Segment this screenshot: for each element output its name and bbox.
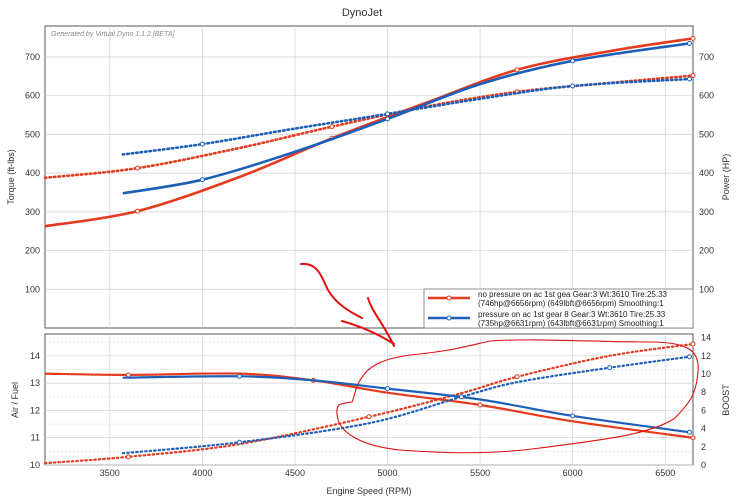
blue-torque-marker bbox=[686, 76, 692, 82]
power-tick-label: 300 bbox=[699, 207, 714, 217]
rpm-tick-label: 6000 bbox=[563, 468, 583, 478]
boost-tick-label: 4 bbox=[701, 424, 706, 434]
blue-boost-marker bbox=[236, 439, 242, 445]
rpm-tick-label: 4500 bbox=[285, 468, 305, 478]
boost-tick-label: 2 bbox=[701, 442, 706, 452]
top-tick-labels: 100 100 200 200 300 300 400 400 500 500 600 600 700 7… bbox=[25, 52, 714, 294]
blue-torque-marker bbox=[570, 83, 576, 89]
bottom-plot-area bbox=[44, 333, 694, 466]
red-afr-marker bbox=[125, 372, 131, 378]
torque-tick-label: 700 bbox=[25, 52, 40, 62]
rpm-tick-label: 6500 bbox=[655, 468, 675, 478]
boost-tick-label: 12 bbox=[701, 351, 711, 361]
blue-afr-marker bbox=[686, 429, 692, 435]
rpm-tick-label: 5500 bbox=[470, 468, 490, 478]
torque-axis-label: Torque (ft-lbs) bbox=[6, 149, 16, 205]
power-axis-label: Power (HP) bbox=[721, 154, 731, 201]
top-plot-area bbox=[44, 25, 694, 329]
x-tick-labels: 3500 4000 4500 5000 5500 6000 6500 bbox=[100, 468, 675, 478]
x-axis-label: Engine Speed (RPM) bbox=[326, 486, 411, 496]
bottom-series bbox=[43, 341, 696, 465]
torque-tick-label: 500 bbox=[25, 129, 40, 139]
red-afr-line bbox=[44, 372, 694, 439]
afr-tick-label: 13 bbox=[30, 378, 40, 388]
afr-tick-label: 12 bbox=[30, 405, 40, 415]
blue-power-marker bbox=[570, 58, 576, 64]
blue-afr-marker bbox=[570, 413, 576, 419]
blue-boost-marker bbox=[686, 354, 692, 360]
rpm-tick-label: 4000 bbox=[192, 468, 212, 478]
legend-box bbox=[423, 288, 694, 329]
power-tick-label: 500 bbox=[699, 129, 714, 139]
blue-power-marker bbox=[686, 40, 692, 46]
legend: no pressure on ac 1st gea Gear:3 Wt:3610… bbox=[423, 288, 694, 329]
power-tick-label: 700 bbox=[699, 52, 714, 62]
torque-tick-label: 300 bbox=[25, 207, 40, 217]
red-afr-marker bbox=[690, 435, 696, 441]
chart-title: DynoJet bbox=[342, 7, 382, 19]
rpm-tick-label: 5000 bbox=[377, 468, 397, 478]
power-tick-label: 400 bbox=[699, 168, 714, 178]
torque-tick-label: 200 bbox=[25, 246, 40, 256]
torque-tick-label: 100 bbox=[25, 284, 40, 294]
boost-tick-label: 0 bbox=[701, 460, 706, 470]
red-legend-marker bbox=[446, 295, 452, 301]
blue-torque-marker bbox=[199, 141, 205, 147]
red-torque-marker bbox=[329, 124, 335, 130]
blue-torque-marker bbox=[385, 111, 391, 117]
power-tick-label: 200 bbox=[699, 246, 714, 256]
red-torque-marker bbox=[690, 73, 696, 79]
blue-legend-label: pressure on ac 1st gear 8 Gear:3 Wt:3610… bbox=[478, 310, 666, 319]
blue-power-marker bbox=[385, 116, 391, 122]
afr-tick-label: 10 bbox=[30, 460, 40, 470]
red-boost-marker bbox=[366, 414, 372, 420]
red-power-marker bbox=[135, 208, 141, 214]
red-torque-marker bbox=[135, 165, 141, 171]
torque-tick-label: 400 bbox=[25, 168, 40, 178]
blue-power-marker bbox=[199, 177, 205, 183]
hand-drawn-arrow bbox=[300, 262, 395, 347]
boost-tick-label: 8 bbox=[701, 387, 706, 397]
red-power-marker bbox=[514, 67, 520, 73]
red-afr-marker bbox=[477, 402, 483, 408]
red-boost-marker bbox=[690, 341, 696, 347]
red-boost-line bbox=[43, 342, 695, 465]
blue-boost-marker bbox=[607, 365, 613, 371]
afr-tick-label: 14 bbox=[30, 351, 40, 361]
bottom-tick-labels: 10 11 12 13 14 0 2 4 6 8 10 12 14 bbox=[30, 333, 711, 470]
boost-tick-label: 6 bbox=[701, 405, 706, 415]
boost-axis-label: BOOST bbox=[721, 384, 731, 416]
boost-tick-label: 14 bbox=[701, 333, 711, 343]
red-power-marker bbox=[690, 35, 696, 41]
boost-tick-label: 10 bbox=[701, 369, 711, 379]
afr-axis-label: Air / Fuel bbox=[10, 382, 20, 418]
generator-note: Generated by Virtual Dyno 1.1.2 [BETA] bbox=[51, 31, 176, 38]
blue-legend-marker bbox=[446, 315, 452, 321]
power-tick-label: 100 bbox=[699, 284, 714, 294]
red-boost-marker bbox=[125, 454, 131, 460]
blue-legend-detail: (735hp@6631rpm) (643lbft@6631rpm) Smooth… bbox=[478, 319, 664, 328]
blue-afr-marker bbox=[236, 373, 242, 379]
red-power-line bbox=[44, 37, 694, 228]
afr-tick-label: 11 bbox=[31, 433, 40, 443]
hand-drawn-outline bbox=[336, 339, 699, 454]
red-legend-label: no pressure on ac 1st gea Gear:3 Wt:3610… bbox=[478, 290, 668, 299]
red-legend-detail: (746hp@6656rpm) (649lbft@6656rpm) Smooth… bbox=[478, 299, 664, 308]
rpm-tick-label: 3500 bbox=[100, 468, 120, 478]
red-boost-marker bbox=[514, 374, 520, 380]
top-series bbox=[43, 35, 696, 228]
blue-boost-marker bbox=[459, 394, 465, 400]
power-tick-label: 600 bbox=[699, 91, 714, 101]
blue-afr-marker bbox=[385, 386, 391, 392]
top-grid bbox=[45, 26, 693, 328]
torque-tick-label: 600 bbox=[25, 91, 40, 101]
